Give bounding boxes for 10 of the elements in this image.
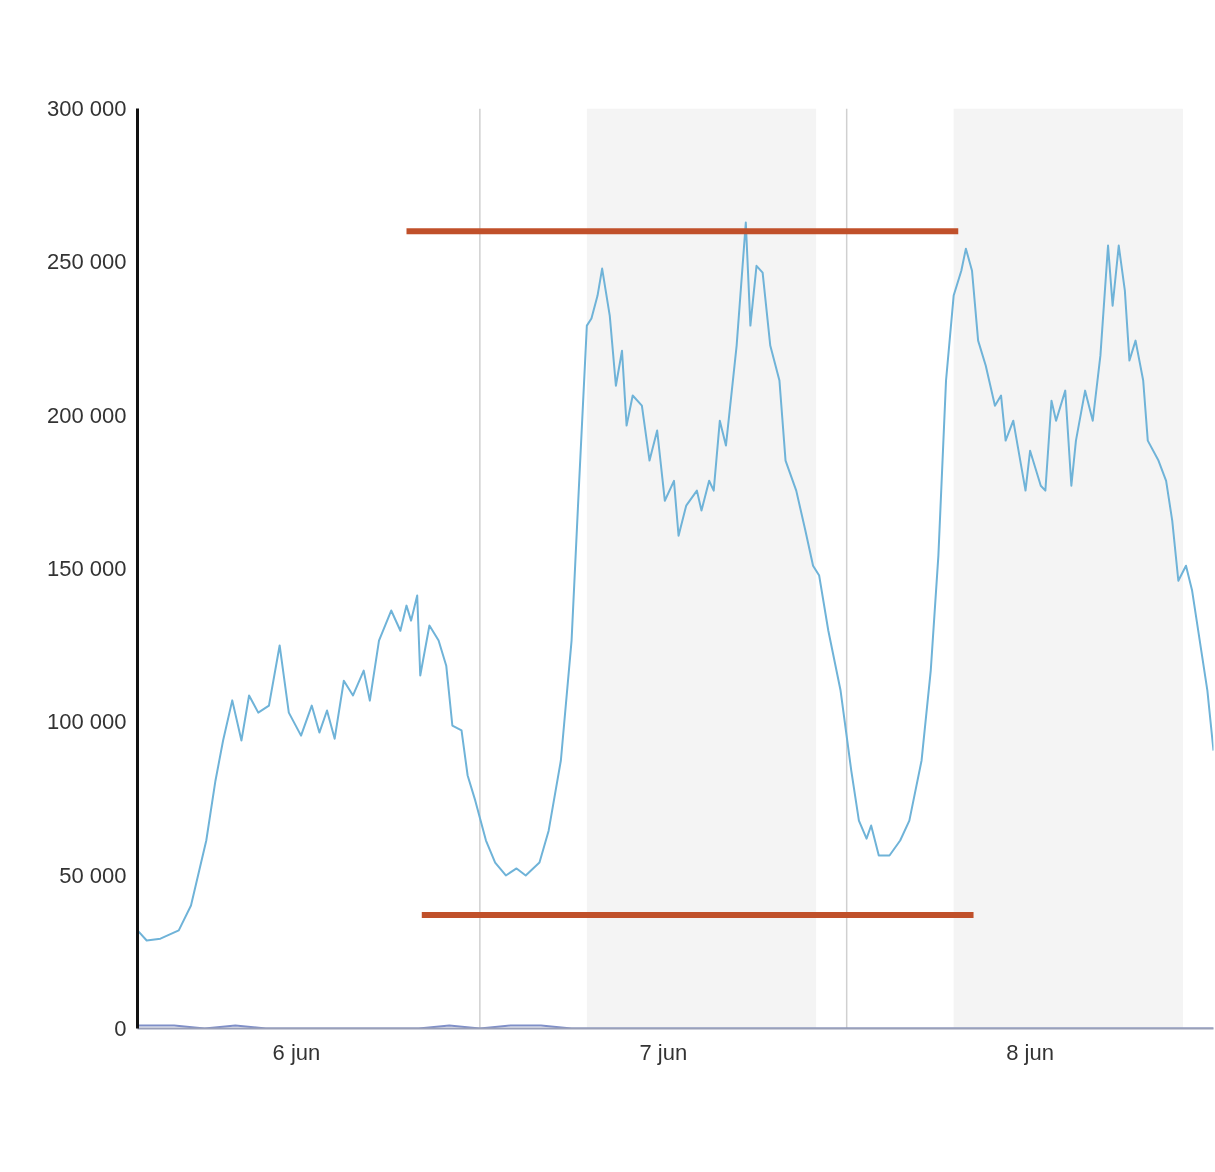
y-tick-label: 100 000 — [46, 709, 127, 735]
y-tick-label: 200 000 — [46, 402, 127, 428]
y-tick-label: 150 000 — [46, 556, 127, 581]
y-tick-label: 300 000 — [46, 96, 127, 121]
x-tick-label: 8 jun — [1006, 1039, 1054, 1065]
y-tick-label: 250 000 — [46, 249, 127, 275]
y-tick-label: 0 — [114, 1016, 127, 1041]
y-tick-label: 50 000 — [59, 862, 127, 888]
x-tick-label: 7 jun — [639, 1039, 688, 1065]
x-tick-label: 6 jun — [272, 1039, 321, 1065]
